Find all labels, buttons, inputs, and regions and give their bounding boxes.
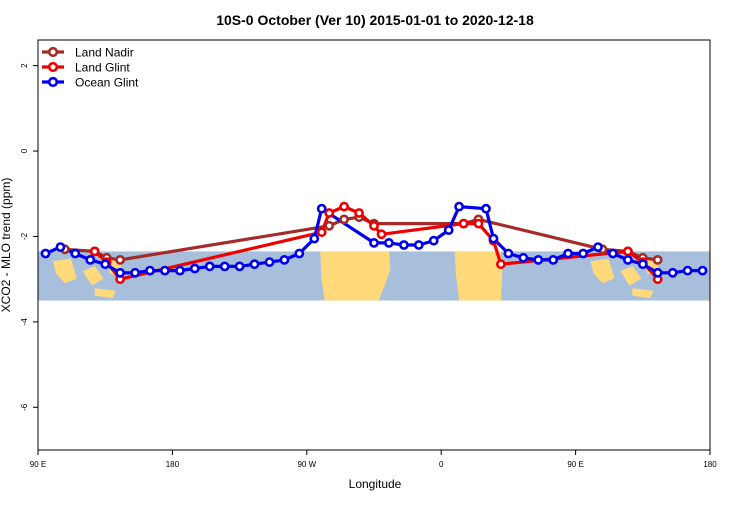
chart-title: 10S-0 October (Ver 10) 2015-01-01 to 202… [216, 12, 534, 28]
series-point-land-glint-9 [458, 218, 469, 229]
series-point-ocean-glint-36 [608, 248, 618, 259]
series-point-ocean-glint-42 [697, 265, 708, 276]
series-point-land-glint-13 [623, 246, 633, 257]
series-point-ocean-glint-22 [398, 240, 409, 250]
series-point-land-glint-7 [369, 220, 379, 231]
series-point-land-nadir-13 [652, 254, 663, 265]
series-point-land-nadir-4 [324, 220, 335, 231]
background-band-layer [38, 251, 710, 301]
series-point-ocean-glint-33 [563, 248, 573, 259]
x-axis-label: Longitude [349, 477, 402, 491]
series-point-ocean-glint-19 [316, 203, 327, 214]
series-point-ocean-glint-30 [518, 252, 529, 263]
x-tick-label-0: 90 E [30, 460, 46, 469]
series-point-ocean-glint-37 [623, 254, 633, 265]
series-point-ocean-glint-32 [548, 254, 559, 265]
series-point-ocean-glint-11 [204, 261, 215, 272]
land-africa [454, 251, 503, 301]
series-point-ocean-glint-27 [481, 203, 491, 214]
series-point-ocean-glint-6 [130, 267, 140, 278]
series-point-ocean-glint-9 [174, 265, 185, 276]
legend-label-land-nadir: Land Nadir [75, 46, 134, 60]
series-point-land-glint-0 [89, 246, 100, 257]
series-point-land-glint-10 [473, 218, 484, 229]
series-point-ocean-glint-0 [40, 248, 51, 259]
series-point-ocean-glint-41 [682, 265, 693, 276]
series-point-ocean-glint-34 [578, 248, 588, 259]
series-point-land-nadir-3 [115, 254, 125, 265]
series-line-land-glint [93, 205, 659, 281]
series-point-ocean-glint-26 [454, 201, 464, 212]
series-point-ocean-glint-15 [264, 257, 275, 267]
land-borneo-east [620, 266, 642, 286]
y-tick-label-2: -2 [20, 232, 29, 240]
x-axis: 90 E 180 90 W 0 90 E 180 [30, 450, 717, 469]
land-sumatra-west [52, 258, 77, 284]
y-tick-label-4: -6 [20, 403, 29, 411]
series-point-land-nadir-5 [339, 214, 349, 225]
series-point-ocean-glint-1 [55, 242, 66, 252]
legend-label-ocean-glint: Ocean Glint [75, 76, 139, 90]
y-axis-label: XCO2 - MLO trend (ppm) [0, 178, 13, 313]
series-point-land-glint-8 [376, 229, 387, 240]
y-tick-label-3: -4 [20, 318, 29, 326]
series-point-ocean-glint-5 [115, 267, 125, 278]
x-tick-label-3: 0 [439, 460, 444, 469]
series-point-ocean-glint-17 [294, 248, 305, 259]
series-point-ocean-glint-29 [503, 248, 514, 259]
y-axis: 2 0 -2 -4 -6 [20, 63, 38, 411]
series-point-ocean-glint-10 [189, 263, 200, 274]
series-point-ocean-glint-14 [249, 259, 260, 270]
series-point-ocean-glint-16 [279, 254, 290, 265]
land-sumatra-east [590, 258, 615, 284]
series-point-ocean-glint-38 [637, 259, 648, 270]
y-tick-label-0: 2 [20, 63, 29, 68]
series-point-ocean-glint-13 [234, 261, 245, 272]
x-tick-label-2: 90 W [297, 460, 316, 469]
y-tick-label-1: 0 [20, 148, 29, 153]
land-timor-west [94, 288, 116, 299]
series-point-ocean-glint-35 [593, 242, 603, 252]
series-point-ocean-glint-20 [369, 237, 379, 248]
series-point-ocean-glint-7 [145, 265, 155, 276]
x-tick-label-4: 90 E [567, 460, 583, 469]
series-point-ocean-glint-3 [85, 254, 96, 265]
series-point-ocean-glint-4 [100, 259, 111, 270]
land-timor-east [632, 288, 654, 299]
x-tick-label-1: 180 [166, 460, 180, 469]
x-tick-label-5: 180 [703, 460, 717, 469]
legend-marker-ocean-glint [47, 76, 59, 88]
series-point-land-glint-3 [316, 227, 327, 238]
series-point-ocean-glint-28 [488, 233, 499, 244]
series-point-ocean-glint-31 [533, 254, 544, 265]
series-point-land-glint-12 [495, 259, 506, 270]
series-point-ocean-glint-40 [667, 267, 678, 278]
series-point-ocean-glint-18 [309, 233, 320, 244]
series-point-ocean-glint-24 [428, 235, 439, 246]
series-points-layer [40, 201, 708, 285]
legend-marker-land-glint [47, 61, 59, 73]
plot-frame [37, 39, 711, 451]
series-point-ocean-glint-2 [70, 248, 81, 259]
land-borneo-west [82, 266, 104, 286]
legend-label-land-glint: Land Glint [75, 61, 130, 75]
legend-marker-land-nadir [47, 46, 59, 58]
series-point-ocean-glint-8 [159, 265, 170, 276]
series-point-ocean-glint-12 [219, 261, 230, 272]
land-south-america [320, 251, 391, 301]
series-point-land-glint-4 [324, 208, 335, 218]
series-point-land-glint-5 [339, 201, 349, 212]
series-point-ocean-glint-23 [413, 240, 424, 250]
series-point-land-glint-6 [354, 208, 364, 218]
series-point-ocean-glint-25 [443, 225, 454, 235]
series-point-ocean-glint-39 [652, 267, 663, 278]
series-point-ocean-glint-21 [383, 237, 394, 248]
